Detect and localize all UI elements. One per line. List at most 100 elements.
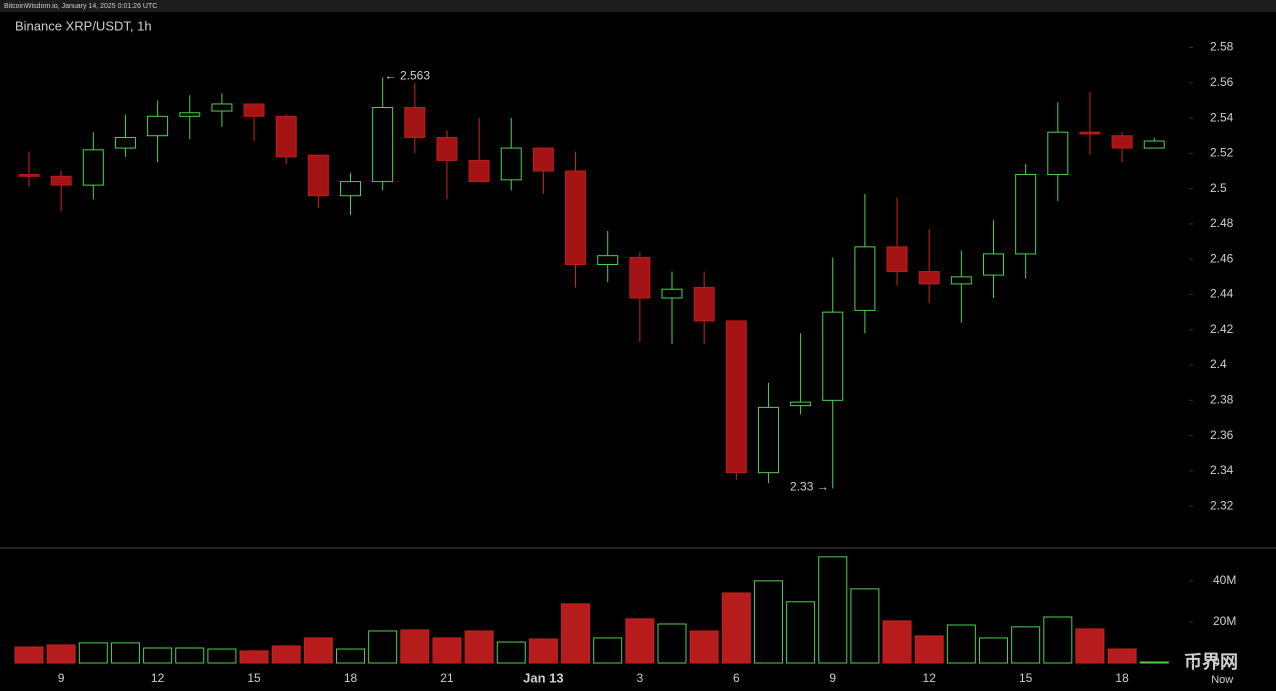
candle-body bbox=[1143, 140, 1165, 149]
volume-bar bbox=[914, 635, 944, 664]
volume-tick-label: 20M bbox=[1213, 614, 1236, 628]
volume-bar bbox=[464, 630, 494, 664]
candle-body bbox=[693, 286, 715, 322]
volume-bar bbox=[175, 647, 205, 664]
volume-bar bbox=[625, 618, 655, 664]
candle-body bbox=[532, 147, 554, 172]
volume-bar bbox=[528, 638, 558, 664]
y-tick-label: 2.48 bbox=[1210, 216, 1234, 230]
candle-body bbox=[983, 253, 1004, 276]
y-tick-label: 2.5 bbox=[1210, 181, 1227, 195]
volume-bar bbox=[46, 644, 76, 664]
candle-body bbox=[886, 246, 908, 273]
volume-bar bbox=[657, 623, 687, 664]
candle-body bbox=[1015, 174, 1037, 255]
header: BitcoinWisdom.io, January 14, 2025 0:01:… bbox=[4, 3, 157, 10]
y-tick-label: 2.46 bbox=[1210, 251, 1234, 265]
candle-body bbox=[372, 106, 394, 183]
header-bar bbox=[0, 0, 1276, 12]
volume-bar bbox=[1139, 661, 1169, 664]
volume-bar bbox=[143, 647, 173, 664]
volume-bar bbox=[239, 650, 269, 664]
candle-body bbox=[565, 170, 587, 266]
high-annotation: ← 2.563 bbox=[385, 69, 431, 83]
y-tick-label: 2.44 bbox=[1210, 287, 1234, 301]
volume-bar bbox=[303, 637, 333, 664]
volume-bar bbox=[753, 580, 783, 664]
volume-bar bbox=[786, 601, 816, 664]
x-tick-label: 3 bbox=[637, 671, 644, 685]
candle-body bbox=[18, 174, 40, 177]
volume-bar bbox=[110, 642, 140, 664]
candle-body bbox=[500, 147, 522, 181]
volume-bar bbox=[400, 629, 430, 664]
volume-bar bbox=[271, 645, 301, 664]
volume-tick-label: 0 bbox=[1213, 655, 1220, 669]
candle-body bbox=[243, 103, 265, 117]
x-tick-label: Now bbox=[1211, 674, 1233, 686]
volume-bar bbox=[689, 630, 719, 664]
candle-body bbox=[275, 115, 297, 158]
candle-body bbox=[918, 271, 940, 285]
candle-body bbox=[114, 136, 136, 149]
x-tick-label: Jan 13 bbox=[523, 670, 563, 685]
y-tick-label: 2.52 bbox=[1210, 146, 1234, 160]
volume-bar bbox=[850, 588, 880, 664]
x-tick-label: 15 bbox=[1019, 671, 1033, 685]
candle-body bbox=[50, 175, 72, 186]
y-tick-label: 2.58 bbox=[1210, 40, 1234, 54]
candle-body bbox=[468, 159, 490, 183]
candle-body bbox=[1047, 131, 1069, 176]
candle-body bbox=[597, 255, 619, 266]
candle-body bbox=[82, 149, 104, 186]
x-tick-label: 9 bbox=[829, 671, 836, 685]
x-tick-label: 15 bbox=[247, 671, 261, 685]
volume-bar bbox=[336, 648, 365, 664]
candle-body bbox=[179, 112, 201, 117]
x-tick-label: 9 bbox=[58, 671, 65, 685]
x-tick-label: 21 bbox=[440, 671, 454, 685]
candle-body bbox=[822, 311, 844, 401]
candle-body bbox=[661, 288, 683, 299]
volume-bar bbox=[1107, 648, 1137, 664]
volume-bar bbox=[882, 620, 912, 664]
volume-bar bbox=[14, 646, 44, 664]
y-tick-label: 2.42 bbox=[1210, 322, 1234, 336]
candle-body bbox=[436, 136, 458, 161]
y-tick-label: 2.54 bbox=[1210, 110, 1234, 124]
candle-body bbox=[854, 246, 876, 311]
volume-bar bbox=[368, 630, 398, 664]
volume-bar bbox=[721, 592, 751, 664]
candle-body bbox=[404, 106, 426, 138]
candle-body bbox=[790, 401, 812, 407]
volume-bar bbox=[1011, 626, 1041, 664]
y-tick-label: 2.56 bbox=[1210, 75, 1234, 89]
candle-body bbox=[629, 256, 651, 299]
candle-body bbox=[340, 181, 361, 197]
x-tick-label: 12 bbox=[151, 671, 165, 685]
y-tick-label: 2.36 bbox=[1210, 428, 1234, 442]
candle-body bbox=[147, 115, 169, 137]
chart-title: Binance XRP/USDT, 1h bbox=[15, 18, 152, 33]
candle-body bbox=[757, 406, 779, 474]
volume-bar bbox=[1043, 616, 1073, 664]
watermark: 币界网 bbox=[1184, 652, 1238, 672]
candle-body bbox=[1079, 131, 1101, 135]
candle-body bbox=[1111, 135, 1133, 149]
volume-bar bbox=[561, 603, 591, 664]
y-tick-label: 2.38 bbox=[1210, 393, 1234, 407]
candle-body bbox=[307, 154, 329, 197]
candle-body bbox=[725, 320, 747, 474]
volume-bar bbox=[818, 556, 848, 664]
volume-bar bbox=[496, 641, 526, 664]
volume-tick-label: 40M bbox=[1213, 573, 1236, 587]
volume-bar bbox=[946, 624, 976, 664]
candle-body bbox=[950, 276, 972, 285]
volume-bar bbox=[78, 642, 108, 664]
x-tick-label: 12 bbox=[923, 671, 937, 685]
y-tick-label: 2.4 bbox=[1210, 357, 1227, 371]
volume-bar bbox=[1075, 628, 1105, 664]
volume-bar bbox=[207, 648, 237, 664]
